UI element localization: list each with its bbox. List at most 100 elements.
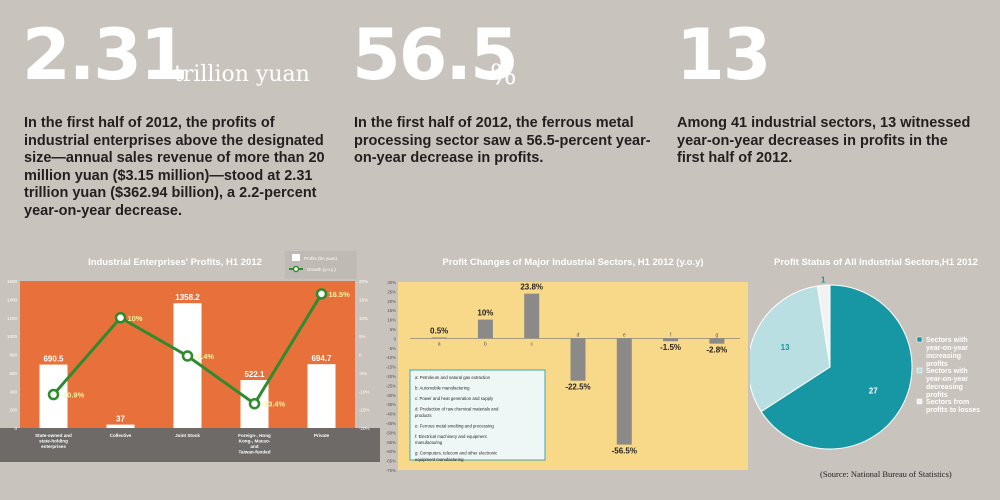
chart1-growth-point: [181, 350, 194, 362]
chart1-bar-label: 37: [116, 415, 125, 424]
chart3-legend-label: year-on-year: [926, 345, 968, 352]
chart1-category-label: state-holding: [39, 439, 68, 444]
stat-profits-unit: trillion yuan: [174, 62, 310, 87]
stat-ferrous-value: 56.5: [352, 14, 519, 96]
chart2-legend-box: [409, 369, 546, 461]
chart3-slice-label: 1: [821, 275, 826, 284]
chart2-y-tick: -25%: [386, 383, 396, 388]
chart3-legend-swatch: [916, 398, 923, 405]
chart2-y-tick: 10%: [387, 318, 396, 323]
chart2-bar-label: -22.5%: [565, 383, 590, 392]
chart3-legend-label: increasing: [926, 353, 961, 360]
chart1-y-tick: 400: [9, 389, 17, 394]
stat-profits-value: 2.31: [22, 14, 189, 96]
chart2-bar-label: -56.5%: [612, 447, 637, 456]
chart3-legend-label: profits: [926, 392, 948, 399]
chart1-y2-tick: 0: [359, 353, 362, 358]
chart1-bar: [173, 303, 202, 428]
chart1-legend-line-marker: [292, 265, 300, 273]
chart1-growth-point: [114, 312, 127, 324]
chart2-bar: [431, 337, 447, 339]
chart2-legend-entry: b: Automobile manufacturing: [415, 386, 470, 391]
chart3-slice: [816, 284, 831, 368]
chart1-category-label: Kong-, Macao-: [239, 439, 271, 444]
chart2-legend-entry: c: Power and heat generation and supply: [415, 396, 494, 401]
chart1-bar: [106, 424, 135, 428]
chart1-legend-bar-swatch: [292, 254, 300, 261]
chart3-legend-label: Sectors from: [926, 399, 969, 406]
chart1-bar-label: 690.5: [43, 355, 64, 364]
chart3-legend-label: Sectors with: [926, 368, 968, 375]
chart2-legend-entry: d: Production of raw chemical materials …: [415, 407, 499, 412]
chart3-legend-swatch: [916, 336, 923, 343]
chart2-bar: [616, 338, 632, 445]
chart1-y2-tick: 15%: [359, 297, 368, 302]
chart2-legend-entry: equipment manufacturing: [415, 457, 464, 462]
chart3-legend-label: profits: [926, 361, 948, 368]
chart2-bar-label: -2.8%: [706, 346, 727, 355]
chart1-growth-point: [47, 388, 60, 401]
chart2-legend-entry: g: Computers, telecom and other electron…: [415, 451, 498, 456]
chart3-title: Profit Status of All Industrial Sectors,…: [774, 257, 978, 268]
chart2-legend-entry: f: Electrical machinery and equipment: [415, 434, 487, 439]
chart2-legend-entry: manufacturing: [415, 440, 443, 445]
chart2-title: Profit Changes of Major Industrial Secto…: [442, 257, 704, 268]
chart1-profits: 0 200 400 600 800 1000 1200 1400 1600 -20% -15% -10…: [0, 251, 380, 462]
chart1-y-tick: 0: [14, 426, 17, 431]
chart2-category-label: c: [530, 341, 533, 347]
chart1-category-label: Joint Stock: [175, 433, 200, 438]
chart2-category-label: g: [715, 332, 718, 338]
chart2-y-tick: -15%: [386, 365, 396, 370]
chart2-bar: [524, 293, 540, 339]
chart2-y-tick: -50%: [386, 430, 396, 435]
stat-ferrous-unit: %: [490, 58, 517, 91]
chart2-y-tick: -40%: [386, 412, 396, 417]
chart1-category-label: State-owned and: [35, 433, 72, 438]
chart2-category-label: a: [438, 341, 441, 347]
chart2-legend-entry: products: [415, 413, 431, 418]
chart2-y-tick: 20%: [387, 299, 396, 304]
chart2-legend-entry: e: Ferrous metal smelting and processing: [415, 423, 494, 428]
chart1-y2-tick: -5%: [359, 371, 367, 376]
chart2-bar-label: 10%: [477, 309, 493, 318]
chart2-category-label: e: [623, 332, 626, 338]
chart1-y-tick: 1000: [7, 334, 18, 339]
chart1-category-label: Foreign-, Hong: [238, 433, 271, 438]
chart1-growth-label: 16.5%: [329, 290, 351, 299]
chart1-legend-bar-label: Profits (bn yuan): [304, 256, 338, 261]
chart1-y2-tick: 20%: [359, 279, 368, 284]
chart3-slice-label: 27: [869, 387, 878, 396]
chart2-y-tick: 30%: [387, 280, 396, 285]
chart1-category-label: Collective: [110, 433, 132, 438]
chart2-y-tick: -35%: [386, 402, 396, 407]
chart1-bar-label: 522.1: [244, 370, 265, 379]
chart1-title: Industrial Enterprises' Profits, H1 2012: [88, 257, 262, 268]
chart1-y-tick: 200: [9, 408, 17, 413]
chart2-y-tick: -55%: [386, 440, 396, 445]
chart2-y-tick: 15%: [387, 308, 396, 313]
chart2-bar: [477, 319, 493, 339]
chart1-growth-point: [315, 288, 328, 300]
chart3-legend-label: profits to losses: [926, 407, 980, 414]
chart2-y-tick: 5%: [390, 327, 396, 332]
chart1-category-band: [0, 428, 380, 462]
stat-profits-text: In the first half of 2012, the profits o…: [24, 115, 325, 219]
chart1-y-tick: 1600: [7, 279, 18, 284]
stat-sectors-text: Among 41 industrial sectors, 13 witnesse…: [677, 115, 971, 167]
chart3-legend-swatch: [916, 367, 923, 374]
chart2-y-tick: -20%: [386, 374, 396, 379]
chart1-y2-tick: 5%: [359, 334, 366, 339]
chart2-y-tick: -45%: [386, 421, 396, 426]
chart2-category-label: f: [670, 332, 672, 338]
chart2-y-tick: 25%: [387, 289, 396, 294]
chart2-category-label: b: [484, 341, 487, 347]
chart2-category-label: d: [577, 332, 580, 338]
chart1-bar: [307, 364, 336, 428]
chart1-category-label: enterprises: [41, 444, 66, 449]
chart1-growth-label: -10.9%: [61, 391, 85, 400]
source-note: (Source: National Bureau of Statistics): [820, 469, 952, 479]
chart2-y-tick: -10%: [386, 355, 396, 360]
chart3-legend-label: year-on-year: [926, 376, 968, 383]
chart1-growth-label: -0.4%: [195, 352, 215, 361]
